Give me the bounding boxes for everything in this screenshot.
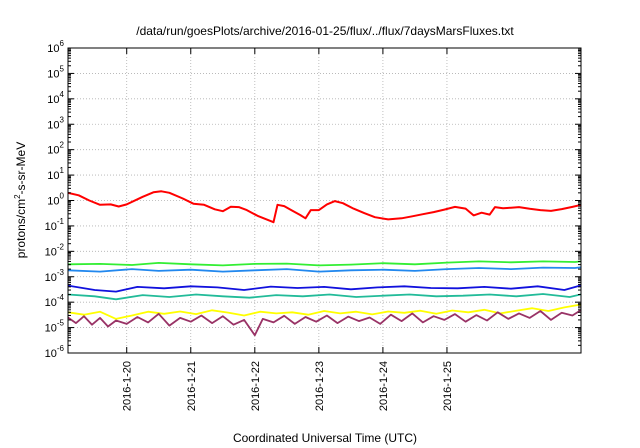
grid <box>68 48 581 353</box>
y-tick-exponent: 5 <box>60 64 65 73</box>
y-tick-exponent: -3 <box>57 268 65 277</box>
y-tick-base: 10 <box>45 297 57 309</box>
y-tick-exponent: -5 <box>57 319 65 328</box>
y-tick-label: 102 <box>47 141 64 157</box>
y-tick-label: 10-5 <box>45 319 65 335</box>
y-tick-exponent: 1 <box>60 166 65 175</box>
x-tick-label: 2016-1-22 <box>250 361 262 411</box>
y-tick-label: 10-3 <box>45 268 65 284</box>
plot-frame <box>67 47 582 354</box>
x-axis-label: Coordinated Universal Time (UTC) <box>233 431 417 445</box>
series-line-2 <box>68 260 581 267</box>
y-tick-base: 10 <box>47 68 59 80</box>
series-line-4 <box>68 284 581 293</box>
series-line-1 <box>68 190 581 224</box>
y-tick-exponent: 2 <box>60 141 65 150</box>
y-tick-base: 10 <box>47 43 59 55</box>
x-ticks: 2016-1-20 2016-1-21 2016-1-22 2016-1-23 2016… <box>122 48 454 411</box>
y-tick-exponent: -4 <box>57 293 65 302</box>
y-tick-label: 103 <box>47 115 64 131</box>
y-tick-base: 10 <box>45 323 57 335</box>
y-tick-base: 10 <box>45 246 57 258</box>
series-group <box>68 190 581 337</box>
y-tick-exponent: 3 <box>60 115 65 124</box>
y-tick-label: 104 <box>47 90 64 106</box>
x-tick-label: 2016-1-20 <box>122 361 134 411</box>
y-axis-label: protons/cm2-s-sr-MeV <box>13 142 28 258</box>
y-tick-exponent: 0 <box>60 192 65 201</box>
y-tick-base: 10 <box>47 170 59 182</box>
x-tick-label: 2016-1-21 <box>186 361 198 411</box>
y-tick-label: 10-1 <box>45 217 65 233</box>
series-line-6 <box>68 303 581 320</box>
y-tick-label: 10-6 <box>45 344 65 360</box>
x-tick-label: 2016-1-23 <box>314 361 326 411</box>
y-tick-base: 10 <box>47 145 59 157</box>
y-axis-label-part2: -s-sr-MeV <box>14 142 28 195</box>
series-line-3 <box>68 266 581 273</box>
y-tick-label: 105 <box>47 64 64 80</box>
y-tick-base: 10 <box>47 94 59 106</box>
y-tick-base: 10 <box>45 272 57 284</box>
y-tick-exponent: -6 <box>57 344 65 353</box>
x-tick-label: 2016-1-24 <box>378 361 390 411</box>
y-tick-base: 10 <box>45 221 57 233</box>
chart-title: /data/run/goesPlots/archive/2016-01-25/f… <box>136 24 514 38</box>
y-tick-exponent: -2 <box>57 242 65 251</box>
y-tick-label: 101 <box>47 166 64 182</box>
y-tick-base: 10 <box>47 196 59 208</box>
series-line-7 <box>68 309 581 337</box>
y-axis-label-superscript: 2 <box>13 194 22 199</box>
series-line-5 <box>68 293 581 301</box>
y-tick-label: 10-2 <box>45 242 65 258</box>
y-tick-exponent: -1 <box>57 217 65 226</box>
y-axis-label-part1: protons/cm <box>14 199 28 258</box>
y-tick-label: 106 <box>47 39 64 55</box>
y-tick-base: 10 <box>45 348 57 360</box>
y-tick-exponent: 6 <box>60 39 65 48</box>
y-tick-exponent: 4 <box>60 90 65 99</box>
y-tick-base: 10 <box>47 119 59 131</box>
y-ticks: 10-610-510-410-310-210-11001011021031041… <box>45 39 581 360</box>
x-tick-label: 2016-1-25 <box>442 361 454 411</box>
y-tick-label: 10-4 <box>45 293 65 309</box>
y-tick-label: 100 <box>47 192 64 208</box>
